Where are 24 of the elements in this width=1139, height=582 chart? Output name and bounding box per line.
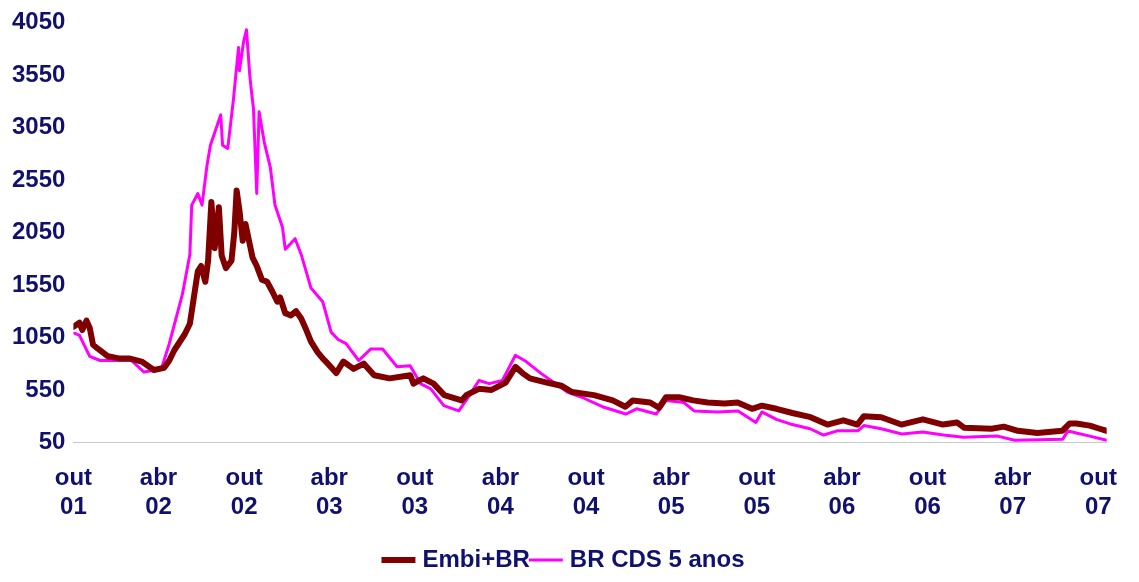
- x-tick-label: out 05: [738, 463, 776, 520]
- y-tick-label: 3550: [12, 59, 66, 87]
- x-tick-label: abr 02: [139, 463, 178, 520]
- x-tick-label: out 02: [225, 463, 263, 520]
- x-tick-label: out 01: [54, 463, 93, 520]
- y-tick-label: 2050: [12, 217, 66, 245]
- x-tick-label: out 07: [1079, 463, 1117, 520]
- legend-label: BR CDS 5 anos: [569, 544, 745, 572]
- y-tick-label: 50: [38, 427, 66, 455]
- legend-label: Embi+BR: [422, 544, 530, 572]
- x-tick-label: abr 07: [993, 463, 1032, 520]
- x-tick-label: out 06: [908, 463, 947, 520]
- x-tick-label: abr 03: [310, 463, 348, 520]
- y-tick-label: 1050: [12, 322, 66, 350]
- y-tick-label: 550: [25, 374, 66, 402]
- y-tick-label: 2550: [12, 164, 66, 192]
- y-tick-label: 3050: [12, 112, 66, 140]
- x-tick-label: out 04: [567, 463, 605, 520]
- x-tick-label: abr 06: [823, 463, 861, 520]
- y-tick-label: 1550: [12, 269, 66, 297]
- x-tick-label: abr 05: [652, 463, 690, 520]
- x-tick-label: abr 04: [481, 463, 520, 520]
- y-tick-label: 4050: [12, 7, 66, 35]
- x-tick-label: out 03: [396, 463, 434, 520]
